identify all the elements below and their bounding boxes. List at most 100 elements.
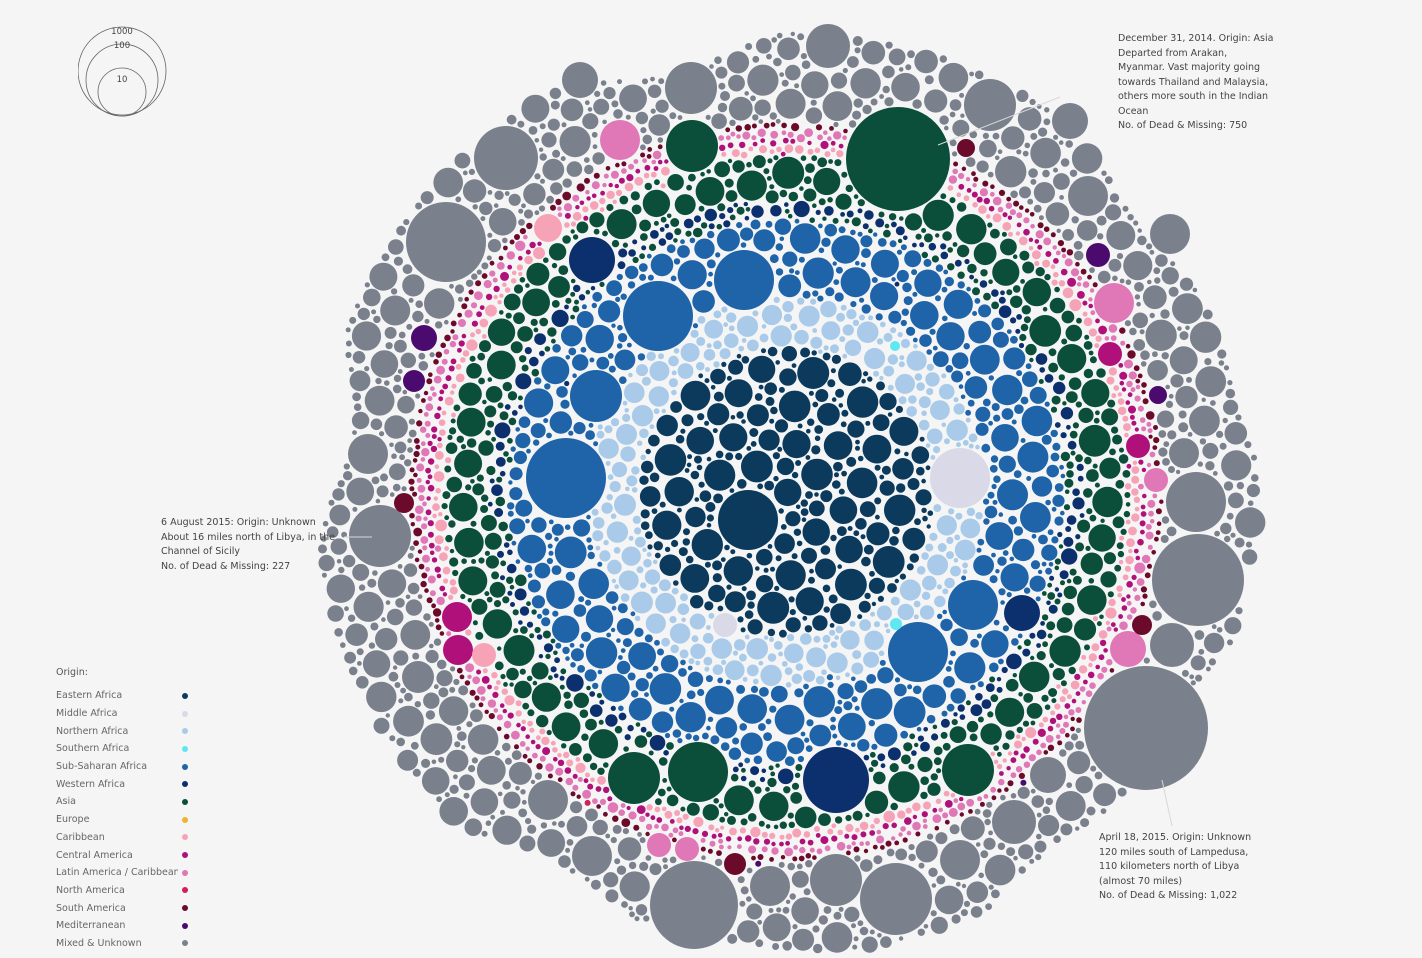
incident-bubble[interactable] bbox=[1030, 137, 1061, 169]
incident-bubble[interactable] bbox=[861, 556, 871, 567]
incident-bubble[interactable] bbox=[642, 78, 648, 85]
incident-bubble[interactable] bbox=[812, 401, 819, 408]
incident-bubble[interactable] bbox=[425, 649, 439, 664]
incident-bubble[interactable] bbox=[435, 451, 444, 460]
incident-bubble[interactable] bbox=[989, 575, 998, 584]
incident-bubble[interactable] bbox=[851, 742, 856, 747]
incident-bubble[interactable] bbox=[1070, 450, 1076, 456]
incident-bubble[interactable] bbox=[476, 755, 506, 785]
incident-bubble[interactable] bbox=[775, 243, 784, 251]
incident-bubble[interactable] bbox=[924, 89, 948, 113]
incident-bubble[interactable] bbox=[954, 652, 986, 684]
incident-bubble[interactable] bbox=[573, 422, 586, 435]
incident-bubble[interactable] bbox=[680, 806, 686, 812]
incident-bubble[interactable] bbox=[829, 629, 836, 636]
incident-bubble[interactable] bbox=[330, 538, 347, 555]
incident-bubble[interactable] bbox=[1147, 279, 1152, 285]
incident-bubble[interactable] bbox=[639, 837, 646, 844]
incident-bubble[interactable] bbox=[462, 170, 468, 176]
incident-bubble[interactable] bbox=[533, 247, 545, 260]
incident-bubble[interactable] bbox=[980, 269, 988, 277]
incident-bubble[interactable] bbox=[879, 480, 895, 496]
incident-bubble[interactable] bbox=[640, 127, 647, 134]
incident-bubble[interactable] bbox=[606, 190, 615, 200]
incident-bubble[interactable] bbox=[760, 138, 766, 144]
incident-bubble[interactable] bbox=[1075, 707, 1082, 713]
incident-bubble[interactable] bbox=[526, 601, 531, 607]
incident-bubble[interactable] bbox=[1075, 534, 1081, 540]
incident-bubble[interactable] bbox=[622, 413, 631, 422]
incident-bubble[interactable] bbox=[385, 713, 390, 718]
incident-bubble[interactable] bbox=[845, 672, 850, 678]
incident-bubble[interactable] bbox=[476, 686, 486, 695]
incident-bubble[interactable] bbox=[370, 418, 383, 431]
incident-bubble[interactable] bbox=[456, 407, 486, 437]
incident-bubble[interactable] bbox=[755, 939, 764, 948]
incident-bubble[interactable] bbox=[318, 554, 335, 572]
incident-bubble[interactable] bbox=[759, 791, 789, 821]
incident-bubble[interactable] bbox=[511, 750, 522, 761]
incident-bubble[interactable] bbox=[750, 766, 760, 776]
incident-bubble[interactable] bbox=[497, 550, 504, 558]
incident-bubble[interactable] bbox=[957, 802, 966, 811]
incident-bubble[interactable] bbox=[656, 414, 678, 437]
incident-bubble[interactable] bbox=[1066, 424, 1071, 430]
incident-bubble[interactable] bbox=[684, 825, 691, 833]
incident-bubble[interactable] bbox=[846, 309, 857, 320]
incident-bubble[interactable] bbox=[909, 553, 919, 563]
incident-bubble[interactable] bbox=[876, 381, 885, 391]
incident-bubble[interactable] bbox=[496, 680, 501, 685]
incident-bubble[interactable] bbox=[541, 736, 550, 746]
incident-bubble[interactable] bbox=[561, 122, 567, 128]
incident-bubble[interactable] bbox=[446, 476, 463, 493]
incident-bubble[interactable] bbox=[1138, 483, 1144, 490]
incident-bubble[interactable] bbox=[489, 270, 496, 277]
incident-bubble[interactable] bbox=[855, 439, 860, 445]
incident-bubble[interactable] bbox=[1060, 680, 1067, 687]
incident-bubble[interactable] bbox=[1070, 716, 1075, 722]
incident-bubble[interactable] bbox=[815, 124, 823, 131]
incident-bubble[interactable] bbox=[787, 213, 793, 219]
incident-bubble-large[interactable] bbox=[714, 250, 774, 310]
incident-bubble[interactable] bbox=[1045, 499, 1051, 506]
incident-bubble[interactable] bbox=[729, 827, 737, 836]
incident-bubble[interactable] bbox=[1035, 353, 1048, 365]
incident-bubble[interactable] bbox=[645, 855, 652, 861]
incident-bubble[interactable] bbox=[1133, 220, 1139, 226]
incident-bubble[interactable] bbox=[1062, 688, 1069, 695]
incident-bubble[interactable] bbox=[1020, 279, 1025, 284]
incident-bubble[interactable] bbox=[932, 814, 942, 823]
incident-bubble[interactable] bbox=[761, 348, 766, 354]
incident-bubble[interactable] bbox=[835, 740, 842, 746]
incident-bubble[interactable] bbox=[1049, 717, 1057, 725]
incident-bubble[interactable] bbox=[413, 450, 420, 458]
incident-bubble[interactable] bbox=[967, 399, 975, 407]
incident-bubble[interactable] bbox=[589, 704, 603, 717]
incident-bubble[interactable] bbox=[531, 662, 549, 680]
incident-bubble[interactable] bbox=[759, 145, 767, 154]
incident-bubble[interactable] bbox=[420, 457, 426, 462]
incident-bubble[interactable] bbox=[800, 633, 812, 645]
incident-bubble[interactable] bbox=[1140, 361, 1147, 367]
incident-bubble[interactable] bbox=[1059, 749, 1067, 757]
incident-bubble-large[interactable] bbox=[942, 744, 994, 796]
incident-bubble[interactable] bbox=[1056, 617, 1073, 633]
incident-bubble[interactable] bbox=[671, 389, 677, 396]
incident-bubble[interactable] bbox=[381, 253, 390, 262]
incident-bubble[interactable] bbox=[575, 205, 580, 210]
incident-bubble[interactable] bbox=[781, 79, 789, 87]
incident-bubble[interactable] bbox=[573, 284, 581, 293]
incident-bubble[interactable] bbox=[730, 131, 736, 137]
incident-bubble[interactable] bbox=[582, 206, 589, 213]
incident-bubble[interactable] bbox=[481, 676, 490, 684]
incident-bubble[interactable] bbox=[1023, 639, 1031, 647]
incident-bubble[interactable] bbox=[880, 763, 886, 769]
incident-bubble[interactable] bbox=[487, 318, 516, 346]
incident-bubble-large[interactable] bbox=[890, 341, 900, 351]
incident-bubble[interactable] bbox=[644, 182, 652, 191]
incident-bubble[interactable] bbox=[519, 668, 526, 675]
incident-bubble[interactable] bbox=[912, 291, 918, 297]
incident-bubble[interactable] bbox=[995, 697, 1025, 727]
legend-item-central-america[interactable]: Central America bbox=[56, 846, 196, 864]
incident-bubble[interactable] bbox=[883, 365, 895, 377]
